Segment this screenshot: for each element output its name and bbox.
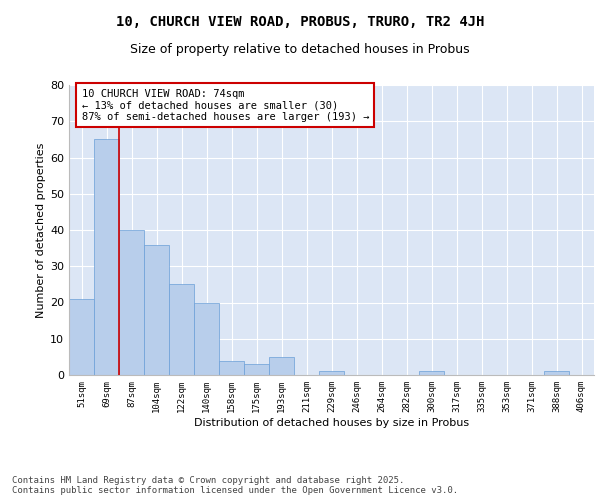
Text: Size of property relative to detached houses in Probus: Size of property relative to detached ho… [130,42,470,56]
X-axis label: Distribution of detached houses by size in Probus: Distribution of detached houses by size … [194,418,469,428]
Bar [419,372,444,375]
Bar [94,140,119,375]
Text: Contains HM Land Registry data © Crown copyright and database right 2025.
Contai: Contains HM Land Registry data © Crown c… [12,476,458,495]
Text: 10 CHURCH VIEW ROAD: 74sqm
← 13% of detached houses are smaller (30)
87% of semi: 10 CHURCH VIEW ROAD: 74sqm ← 13% of deta… [82,88,369,122]
Bar [169,284,194,375]
Text: 10, CHURCH VIEW ROAD, PROBUS, TRURO, TR2 4JH: 10, CHURCH VIEW ROAD, PROBUS, TRURO, TR2… [116,15,484,29]
Bar [244,364,269,375]
Bar [119,230,144,375]
Bar [194,302,219,375]
Bar [269,357,294,375]
Bar [69,299,94,375]
Bar [319,372,344,375]
Y-axis label: Number of detached properties: Number of detached properties [36,142,46,318]
Bar [219,360,244,375]
Bar [144,244,169,375]
Bar [544,372,569,375]
